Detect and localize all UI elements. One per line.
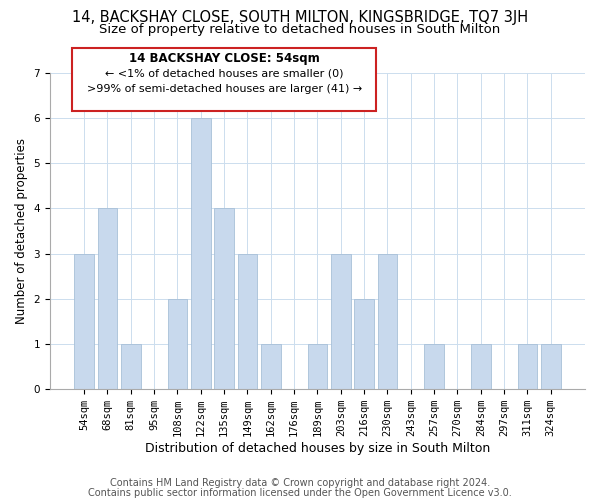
Bar	[121, 344, 141, 389]
Bar	[541, 344, 560, 389]
Bar	[308, 344, 328, 389]
Bar	[191, 118, 211, 389]
Bar	[167, 299, 187, 389]
Bar	[98, 208, 118, 389]
Bar	[471, 344, 491, 389]
Text: Size of property relative to detached houses in South Milton: Size of property relative to detached ho…	[100, 22, 500, 36]
Text: ← <1% of detached houses are smaller (0): ← <1% of detached houses are smaller (0)	[105, 68, 343, 78]
Y-axis label: Number of detached properties: Number of detached properties	[15, 138, 28, 324]
Bar	[377, 254, 397, 389]
Text: 14, BACKSHAY CLOSE, SOUTH MILTON, KINGSBRIDGE, TQ7 3JH: 14, BACKSHAY CLOSE, SOUTH MILTON, KINGSB…	[72, 10, 528, 25]
Bar	[74, 254, 94, 389]
X-axis label: Distribution of detached houses by size in South Milton: Distribution of detached houses by size …	[145, 442, 490, 455]
FancyBboxPatch shape	[73, 48, 376, 111]
Bar	[354, 299, 374, 389]
Bar	[331, 254, 350, 389]
Bar	[238, 254, 257, 389]
Text: Contains public sector information licensed under the Open Government Licence v3: Contains public sector information licen…	[88, 488, 512, 498]
Text: >99% of semi-detached houses are larger (41) →: >99% of semi-detached houses are larger …	[86, 84, 362, 94]
Text: Contains HM Land Registry data © Crown copyright and database right 2024.: Contains HM Land Registry data © Crown c…	[110, 478, 490, 488]
Bar	[424, 344, 444, 389]
Bar	[214, 208, 234, 389]
Bar	[518, 344, 538, 389]
Text: 14 BACKSHAY CLOSE: 54sqm: 14 BACKSHAY CLOSE: 54sqm	[129, 52, 320, 66]
Bar	[261, 344, 281, 389]
